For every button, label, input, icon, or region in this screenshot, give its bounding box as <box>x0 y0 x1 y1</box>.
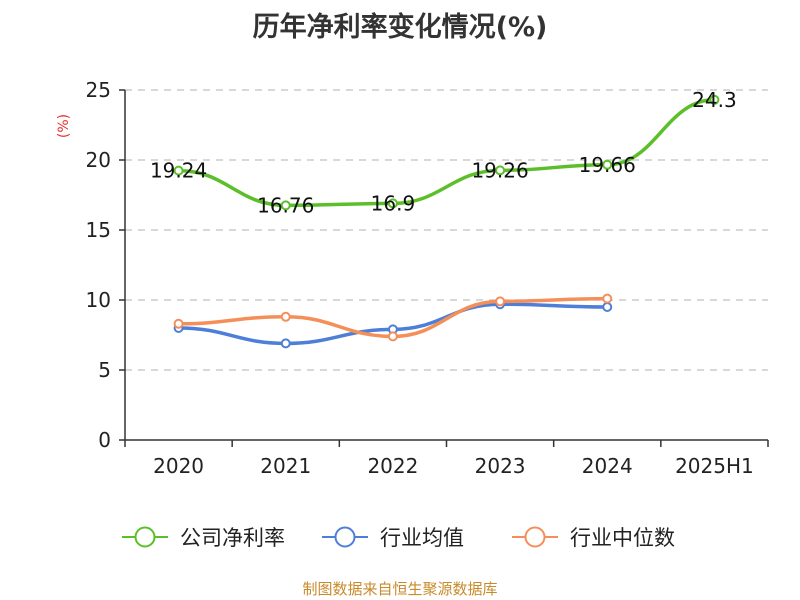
data-label: 19.24 <box>150 159 207 183</box>
legend-label: 行业均值 <box>380 526 464 550</box>
data-point <box>387 331 398 342</box>
y-tick-label: 25 <box>86 78 111 102</box>
data-point <box>387 198 398 209</box>
y-axis-unit-label: (%) <box>56 114 72 138</box>
data-label: 16.9 <box>371 191 416 215</box>
x-tick-label: 2025H1 <box>675 454 754 478</box>
gridlines <box>125 89 768 371</box>
source-note: 制图数据来自恒生聚源数据库 <box>302 580 497 598</box>
y-tick-label: 5 <box>98 358 111 382</box>
y-tick-label: 15 <box>86 218 111 242</box>
x-tick-label: 2020 <box>153 454 204 478</box>
y-tick-label: 10 <box>86 288 111 312</box>
series-2 <box>173 293 613 342</box>
legend[interactable]: 公司净利率 行业均值 行业中位数 <box>122 526 675 550</box>
data-point <box>173 318 184 329</box>
series-group <box>173 94 720 349</box>
data-point <box>280 200 291 211</box>
y-axis-ticks: 0 5 10 15 20 25 <box>86 78 125 452</box>
data-point <box>280 311 291 322</box>
legend-item-1[interactable]: 行业均值 <box>322 526 464 550</box>
y-tick-label: 0 <box>98 428 111 452</box>
x-axis-ticks: 2020 2021 2022 2023 2024 2025H1 <box>124 440 769 478</box>
data-label: 19.66 <box>579 153 636 177</box>
data-point <box>709 94 720 105</box>
x-tick-label: 2021 <box>260 454 311 478</box>
x-tick-label: 2022 <box>367 454 418 478</box>
data-label: 19.26 <box>471 158 528 182</box>
data-point <box>173 165 184 176</box>
legend-item-2[interactable]: 行业中位数 <box>512 526 675 550</box>
legend-marker <box>524 526 546 548</box>
legend-label: 行业中位数 <box>570 526 675 550</box>
x-tick-label: 2024 <box>582 454 633 478</box>
series-line <box>176 98 717 208</box>
data-point <box>495 165 506 176</box>
axes <box>124 90 768 441</box>
data-point <box>495 296 506 307</box>
data-point <box>280 338 291 349</box>
legend-marker <box>334 526 356 548</box>
data-label: 16.76 <box>257 193 314 217</box>
y-tick-label: 20 <box>86 148 111 172</box>
data-point <box>602 159 613 170</box>
data-point <box>602 302 613 312</box>
legend-marker <box>134 526 156 548</box>
data-point <box>602 293 613 304</box>
legend-label: 公司净利率 <box>180 526 285 550</box>
x-tick-label: 2023 <box>475 454 526 478</box>
legend-item-0[interactable]: 公司净利率 <box>122 526 285 550</box>
data-label: 24.3 <box>692 88 737 112</box>
data-labels: 19.24 16.76 16.9 19.26 19.66 24.3 <box>150 88 737 218</box>
series-0 <box>173 94 720 211</box>
chart-title: 历年净利率变化情况(%) <box>253 11 548 43</box>
